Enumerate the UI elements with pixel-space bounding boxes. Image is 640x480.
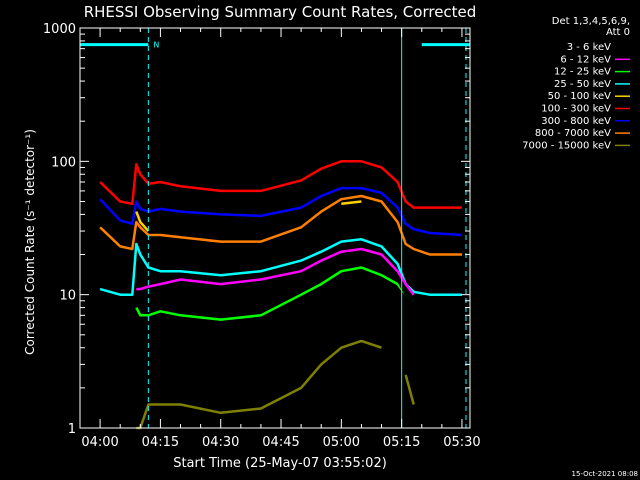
y-tick-label: 1 — [68, 422, 76, 437]
footer-timestamp: 15-Oct-2021 08:08 — [572, 470, 638, 478]
legend-label-5: 50 - 100 keV — [548, 91, 612, 102]
series-line-6 — [99, 160, 462, 209]
series-line-5 — [135, 200, 362, 232]
x-tick-label: 05:00 — [323, 435, 360, 450]
series-line-1 — [148, 259, 415, 313]
x-tick-label: 04:15 — [142, 435, 179, 450]
x-tick-label: 04:00 — [81, 435, 118, 450]
y-tick-label: 100 — [51, 155, 76, 170]
x-tick-label: 05:15 — [383, 435, 420, 450]
chart-title: RHESSI Observing Summary Count Rates, Co… — [84, 3, 477, 21]
series-line-8 — [99, 194, 462, 256]
series-line-9 — [136, 339, 415, 430]
x-axis-label: Start Time (25-May-07 03:55:02) — [173, 456, 387, 471]
legend-label-2: 6 - 12 keV — [560, 54, 611, 65]
legend-label-4: 25 - 50 keV — [554, 79, 611, 90]
legend-header-line-1: Det 1,3,4,5,6,9, — [552, 16, 630, 27]
x-tick-label: 04:30 — [202, 435, 239, 450]
plot-area: N — [80, 28, 470, 430]
y-axis-label: Corrected Count Rate (s⁻¹ detector⁻¹) — [23, 129, 37, 355]
night-flag-label: N — [153, 41, 159, 50]
series-line-3 — [135, 266, 415, 321]
axes: 1 10 100 1000 04:00 04:15 04:30 04:45 05:00 05:15… — [43, 22, 481, 450]
y-tick-label: 1000 — [43, 22, 76, 37]
series-line-7 — [99, 186, 463, 237]
legend-label-9: 7000 - 15000 keV — [522, 140, 611, 151]
legend-label-8: 800 - 7000 keV — [535, 128, 611, 139]
legend-label-1: 3 - 6 keV — [567, 42, 611, 53]
y-tick-label: 10 — [59, 289, 76, 304]
plot-frame — [79, 27, 471, 429]
legend-label-7: 300 - 800 keV — [541, 116, 611, 127]
legend-header-line-2: Att 0 — [606, 27, 630, 38]
series-line-2 — [136, 247, 415, 296]
legend-label-3: 12 - 25 keV — [554, 67, 611, 78]
legend-label-6: 100 - 300 keV — [541, 104, 611, 115]
x-tick-label: 04:45 — [262, 435, 299, 450]
x-tick-label: 05:30 — [443, 435, 480, 450]
